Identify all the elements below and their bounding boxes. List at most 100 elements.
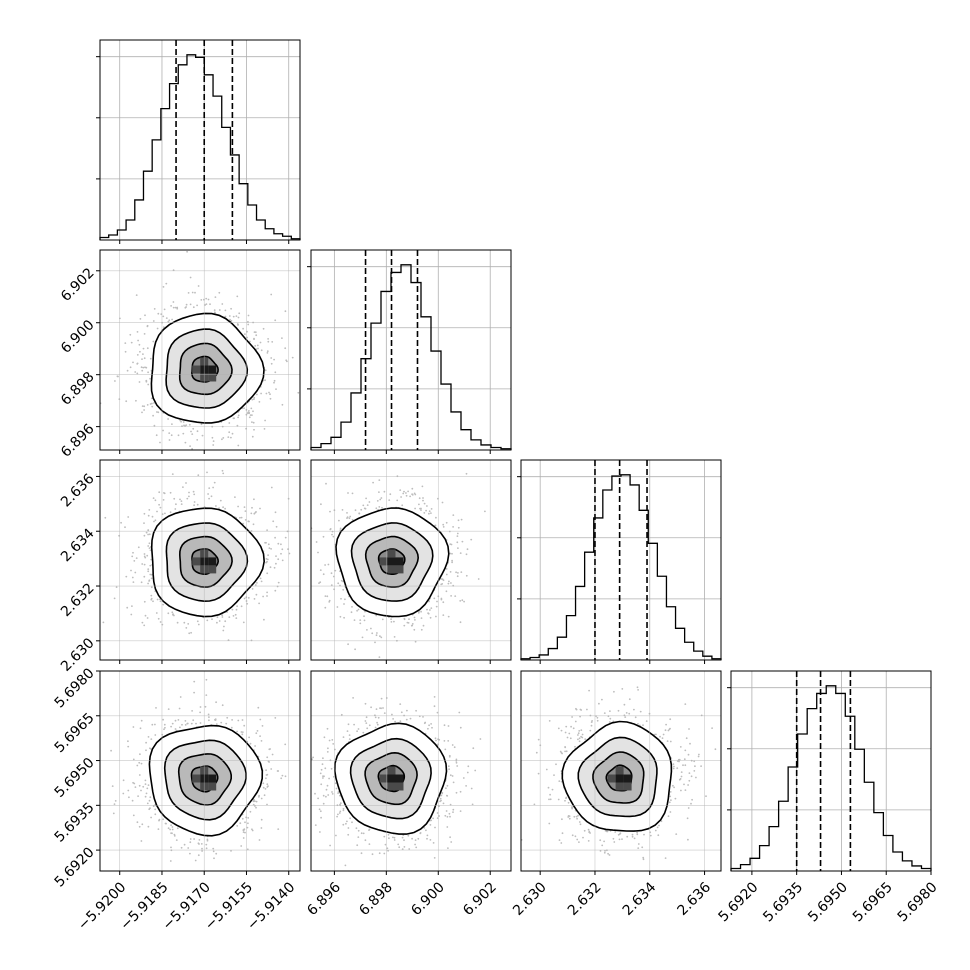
- sample-point: [445, 590, 448, 593]
- sample-point: [266, 558, 269, 561]
- sample-point: [274, 511, 277, 514]
- sample-point: [436, 600, 438, 603]
- panel-content: [110, 678, 287, 862]
- sample-point: [390, 621, 393, 623]
- sample-point: [255, 593, 258, 596]
- sample-point: [254, 584, 257, 586]
- sample-point: [280, 543, 282, 546]
- histogram-step-4: [730, 685, 932, 871]
- sample-point: [193, 493, 196, 496]
- sample-point: [413, 628, 416, 631]
- sample-point: [224, 315, 227, 318]
- sample-point: [277, 828, 280, 830]
- sample-point: [173, 833, 176, 836]
- sample-point: [273, 379, 276, 382]
- sample-point: [376, 500, 379, 502]
- sample-point: [358, 512, 361, 515]
- sample-point: [157, 617, 160, 620]
- sample-point: [260, 580, 263, 583]
- sample-point: [248, 416, 251, 419]
- sample-point: [401, 504, 404, 507]
- sample-point: [239, 516, 241, 519]
- sample-point: [156, 510, 158, 513]
- sample-point: [247, 320, 249, 323]
- sample-point: [138, 761, 141, 764]
- sample-point: [459, 552, 462, 554]
- sample-point: [258, 839, 261, 841]
- sample-point: [253, 598, 256, 600]
- sample-point: [191, 433, 194, 435]
- sample-point: [346, 517, 348, 519]
- sample-point: [143, 333, 146, 335]
- sample-point: [228, 315, 231, 317]
- sample-point: [230, 436, 232, 439]
- sample-point: [275, 555, 277, 557]
- sample-point: [132, 726, 135, 728]
- sample-point: [284, 536, 287, 539]
- sample-point: [204, 304, 207, 306]
- sample-point: [236, 424, 239, 427]
- sample-point: [406, 621, 409, 624]
- sample-point: [185, 303, 188, 306]
- sample-point: [136, 363, 139, 365]
- sample-point: [124, 526, 126, 529]
- sample-point: [277, 542, 280, 545]
- sample-point: [174, 508, 177, 510]
- sample-point: [162, 429, 165, 432]
- sample-point: [221, 469, 224, 472]
- sample-point: [403, 624, 406, 627]
- sample-point: [151, 402, 153, 405]
- sample-point: [452, 584, 455, 587]
- sample-point: [242, 327, 245, 330]
- sample-point: [136, 331, 139, 333]
- sample-point: [366, 504, 369, 506]
- sample-point: [375, 614, 378, 617]
- sample-point: [243, 506, 246, 508]
- sample-point: [184, 306, 187, 309]
- sample-point: [177, 434, 180, 437]
- sample-point: [326, 595, 329, 598]
- sample-point: [188, 632, 191, 635]
- sample-point: [253, 398, 255, 401]
- sample-point: [411, 623, 414, 625]
- sample-point: [190, 631, 193, 634]
- sample-point: [350, 611, 353, 614]
- sample-point: [182, 486, 184, 488]
- sample-point: [192, 427, 195, 430]
- sample-point: [228, 431, 231, 434]
- sample-point: [170, 725, 173, 728]
- sample-point: [327, 563, 330, 566]
- sample-point: [435, 615, 437, 618]
- sample-point: [275, 562, 277, 565]
- scatter-panel-2-1: [99, 249, 301, 451]
- sample-point: [147, 570, 150, 573]
- sample-point: [454, 595, 457, 597]
- sample-point: [253, 428, 255, 431]
- sample-point: [277, 581, 280, 584]
- sample-point: [147, 514, 150, 517]
- sample-point: [265, 561, 267, 564]
- sample-point: [135, 294, 138, 296]
- sample-point: [176, 827, 179, 830]
- sample-point: [187, 623, 190, 625]
- sample-point: [218, 309, 221, 311]
- sample-point: [247, 817, 250, 819]
- sample-point: [451, 561, 453, 564]
- sample-point: [152, 340, 155, 343]
- sample-point: [273, 358, 275, 361]
- sample-point: [185, 482, 187, 484]
- sample-point: [211, 436, 214, 439]
- sample-point: [336, 606, 339, 608]
- sample-point: [200, 299, 203, 301]
- sample-point: [143, 624, 146, 627]
- sample-point: [409, 495, 411, 498]
- sample-point: [228, 616, 231, 618]
- sample-point: [153, 424, 156, 427]
- sample-point: [141, 358, 143, 360]
- sample-point: [230, 307, 233, 310]
- sample-point: [139, 318, 142, 320]
- sample-point: [213, 481, 216, 484]
- sample-point: [365, 497, 367, 500]
- sample-point: [143, 555, 146, 558]
- sample-point: [124, 342, 127, 344]
